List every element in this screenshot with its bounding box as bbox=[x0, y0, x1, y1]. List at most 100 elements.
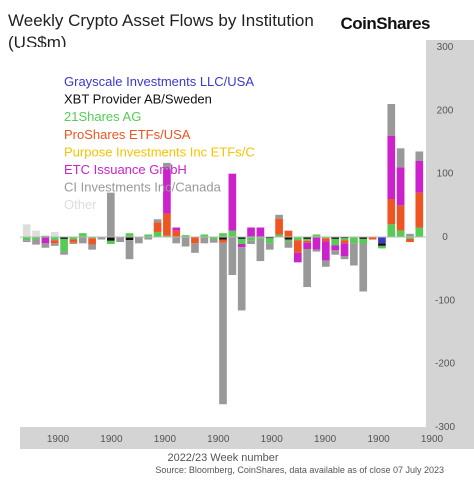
bar-segment-s6-w21 bbox=[219, 242, 227, 405]
bar-segment-s6-w23 bbox=[237, 247, 246, 311]
bar-segment-s2-w32 bbox=[322, 237, 330, 239]
y-tick-label-3: 0 bbox=[442, 232, 448, 243]
bar-segment-s1-w36 bbox=[359, 237, 368, 239]
legend-item-6: CI Investments Inc/Canada bbox=[64, 180, 222, 195]
bar-segment-s3-w37 bbox=[368, 237, 377, 240]
bar-segment-s2-w34 bbox=[340, 238, 349, 241]
bar-segment-s3-w41 bbox=[406, 238, 414, 243]
bar-segment-s5-w23 bbox=[237, 243, 246, 248]
bar-segment-s6-w24 bbox=[247, 240, 255, 244]
bar-segment-s5-w32 bbox=[322, 241, 330, 261]
legend-item-0: Grayscale Investments LLC/USA bbox=[64, 74, 254, 89]
bar-segment-s0-w38 bbox=[378, 237, 386, 244]
bar-segment-s2-w9 bbox=[106, 240, 115, 244]
bar-segment-s6-w35 bbox=[350, 243, 358, 266]
bar-segment-s2-w39 bbox=[387, 224, 396, 237]
bar-segment-s2-w15 bbox=[163, 235, 171, 237]
bar-segment-s3-w39 bbox=[387, 199, 396, 225]
bar-segment-s2-w22 bbox=[228, 230, 237, 237]
bar-segment-s2-w6 bbox=[78, 233, 87, 237]
bar-segment-s1-w23 bbox=[237, 237, 246, 239]
bar-segment-s6-w1 bbox=[32, 239, 40, 245]
bar-segment-s2-w26 bbox=[265, 238, 274, 244]
bar-segment-s6-w4 bbox=[60, 251, 68, 255]
bar-segment-s3-w30 bbox=[303, 240, 311, 243]
bar-segment-s1-w11 bbox=[125, 237, 134, 241]
legend: Grayscale Investments LLC/USA XBT Provide… bbox=[64, 74, 255, 212]
bar-segment-s6-w27 bbox=[275, 214, 283, 219]
bar-segment-s2-w14 bbox=[153, 231, 162, 237]
bar-segment-s5-w39 bbox=[387, 135, 396, 199]
bar-segment-s5-w16 bbox=[172, 227, 181, 231]
source-note: Source: Bloomberg, CoinShares, data avai… bbox=[155, 465, 444, 475]
bar-segment-s6-w33 bbox=[331, 250, 340, 255]
x-tick-label-1: 1900 bbox=[100, 434, 123, 445]
bar-segment-s6-w20 bbox=[209, 239, 218, 243]
y-tick-label-0: -300 bbox=[435, 422, 455, 433]
bar-segment-s3-w15 bbox=[163, 213, 171, 236]
bar-segment-s6-w30 bbox=[303, 249, 311, 288]
bar-segment-s2-w4 bbox=[60, 238, 68, 252]
bar-segment-s5-w33 bbox=[331, 245, 340, 251]
bar-segment-s3-w34 bbox=[340, 240, 349, 244]
bar-segment-s6-w13 bbox=[144, 237, 153, 240]
bar-segment-s6-w40 bbox=[396, 148, 405, 168]
legend-item-2: 21Shares AG bbox=[64, 109, 141, 124]
bar-segment-s2-w13 bbox=[144, 234, 153, 237]
bar-segment-s1-w38 bbox=[378, 243, 386, 246]
y-tick-label-1: -200 bbox=[435, 359, 455, 370]
bar-segment-s6-w41 bbox=[406, 233, 414, 237]
x-tick-label-5: 1900 bbox=[314, 434, 337, 445]
bar-segment-s6-w18 bbox=[191, 243, 199, 253]
bar-segment-s6-w17 bbox=[181, 237, 190, 247]
y-axis-ticks: -300 -200 -100 0 100 200 300 bbox=[435, 42, 455, 433]
bar-segment-s5-w24 bbox=[247, 227, 255, 237]
bar-segment-s7-w1 bbox=[32, 230, 40, 237]
x-tick-label-3: 1900 bbox=[207, 434, 230, 445]
x-axis-label: 2022/23 Week number bbox=[167, 452, 278, 464]
legend-item-5: ETC Issuance GmbH bbox=[64, 162, 187, 177]
bar-segment-s2-w40 bbox=[396, 230, 405, 237]
bar-segment-s2-w21 bbox=[219, 233, 227, 237]
bar-segment-s2-w3 bbox=[50, 237, 59, 241]
bar-segment-s2-w30 bbox=[303, 238, 311, 241]
bar-segment-s5-w29 bbox=[293, 252, 302, 263]
bar-segment-s3-w40 bbox=[396, 205, 405, 231]
bar-segment-s6-w36 bbox=[359, 243, 368, 292]
bar-segment-s5-w42 bbox=[415, 161, 424, 193]
bar-segment-s6-w22 bbox=[228, 237, 237, 275]
bar-segment-s3-w42 bbox=[415, 192, 424, 228]
bar-segment-s3-w27 bbox=[275, 218, 283, 235]
bar-segment-s2-w24 bbox=[247, 237, 255, 241]
bar-segment-s6-w42 bbox=[415, 151, 424, 161]
bar-segment-s6-w12 bbox=[135, 237, 143, 244]
y-tick-label-5: 200 bbox=[437, 105, 454, 116]
bar-segment-s3-w3 bbox=[50, 240, 59, 244]
bottom-axis-band bbox=[20, 427, 474, 449]
bar-segment-s6-w39 bbox=[387, 104, 396, 136]
legend-item-7: Other bbox=[64, 197, 97, 212]
bar-segment-s2-w23 bbox=[237, 238, 246, 244]
x-axis-ticks: 1900 1900 1900 1900 1900 1900 1900 1900 bbox=[47, 434, 444, 445]
bar-segment-s5-w25 bbox=[256, 227, 265, 237]
y-tick-label-4: 100 bbox=[437, 169, 454, 180]
bar-segment-s1-w9 bbox=[106, 237, 115, 241]
bar-segment-s2-w11 bbox=[125, 233, 134, 237]
bar-segment-s6-w6 bbox=[78, 237, 87, 244]
bar-segment-s6-w10 bbox=[116, 237, 124, 243]
bar-segment-s5-w40 bbox=[396, 167, 405, 206]
bar-segment-s2-w1 bbox=[32, 237, 40, 240]
bar-segment-s2-w29 bbox=[293, 237, 302, 241]
bar-segment-s6-w7 bbox=[88, 244, 96, 250]
bar-segment-s2-w28 bbox=[284, 239, 293, 242]
bar-segment-s5-w2 bbox=[41, 237, 50, 244]
bar-segment-s2-w27 bbox=[275, 234, 283, 237]
x-tick-label-2: 1900 bbox=[154, 434, 177, 445]
bar-segment-s6-w9 bbox=[106, 192, 115, 237]
bar-segment-s6-w31 bbox=[312, 249, 321, 252]
bar-segment-s3-w16 bbox=[172, 230, 181, 237]
bar-group bbox=[22, 104, 424, 405]
legend-item-3: ProShares ETFs/USA bbox=[64, 127, 191, 142]
bar-segment-s3-w32 bbox=[322, 238, 330, 242]
x-tick-label-4: 1900 bbox=[261, 434, 284, 445]
